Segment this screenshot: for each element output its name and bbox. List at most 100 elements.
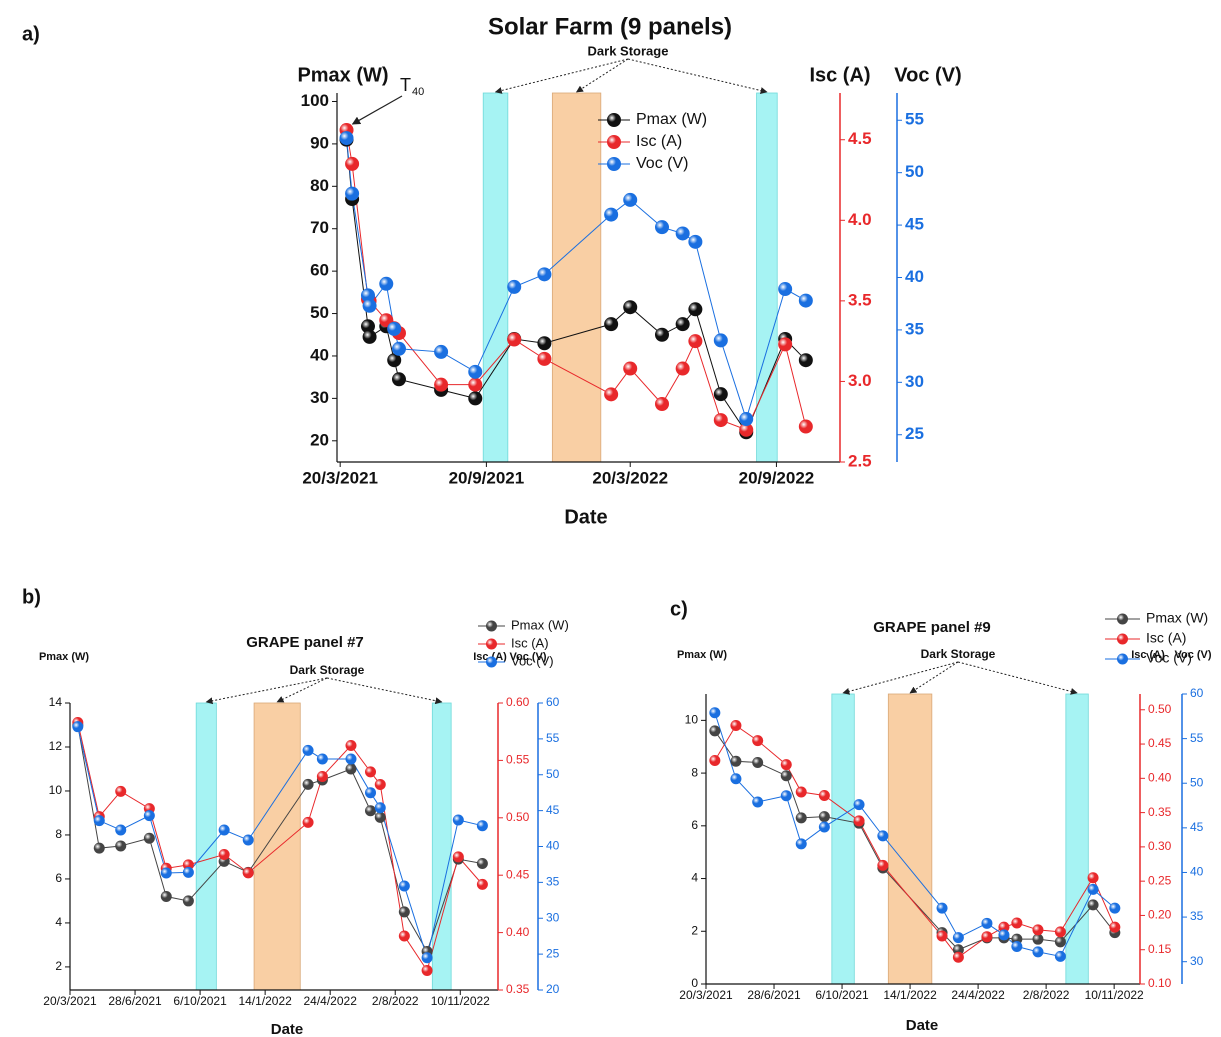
dark-storage-region xyxy=(551,92,602,463)
data-point xyxy=(1087,872,1099,884)
y3-axis-title: Voc (V) xyxy=(1174,649,1211,661)
data-point xyxy=(1054,936,1066,948)
data-point xyxy=(345,156,360,171)
legend-marker xyxy=(1117,613,1128,625)
y-tick-label: 40 xyxy=(310,345,329,364)
data-point xyxy=(730,720,742,732)
data-point xyxy=(952,951,964,963)
chart-title: GRAPE panel #7 xyxy=(246,634,364,651)
legend-marker xyxy=(1117,633,1128,645)
data-point xyxy=(798,293,813,308)
legend-label: Pmax (W) xyxy=(511,617,569,632)
data-point xyxy=(752,796,764,808)
data-point xyxy=(952,932,964,944)
data-point xyxy=(655,327,670,342)
y2-tick-label: 0.45 xyxy=(1148,736,1172,750)
data-point xyxy=(853,799,865,811)
y-tick-label: 2 xyxy=(55,959,62,973)
legend-label: Voc (V) xyxy=(511,653,554,668)
legend-marker xyxy=(1117,653,1128,665)
y-tick-label: 14 xyxy=(49,695,63,709)
data-point xyxy=(1011,941,1023,953)
y2-tick-label: 0.45 xyxy=(506,867,530,881)
data-point xyxy=(1032,924,1044,936)
data-point xyxy=(345,739,357,751)
y2-tick-label: 0.40 xyxy=(506,925,530,939)
y-tick-label: 6 xyxy=(55,871,62,885)
y2-tick-label: 0.60 xyxy=(506,695,530,709)
dark-storage-region xyxy=(1065,693,1089,985)
x-tick-label: 2/8/2022 xyxy=(372,994,419,1008)
data-point xyxy=(115,785,127,797)
y2-tick-label: 0.50 xyxy=(1148,702,1172,716)
data-point xyxy=(160,867,172,879)
data-point xyxy=(115,824,127,836)
data-point xyxy=(360,288,375,303)
y3-tick-label: 55 xyxy=(905,110,924,129)
y-tick-label: 0 xyxy=(691,976,698,990)
data-point xyxy=(143,832,155,844)
data-point xyxy=(434,344,449,359)
annotation: Dark Storage xyxy=(290,663,365,677)
legend-marker xyxy=(486,620,497,632)
data-point xyxy=(507,279,522,294)
panel-label: a) xyxy=(22,23,40,45)
y2-tick-label: 2.5 xyxy=(848,451,872,470)
data-point xyxy=(345,753,357,765)
data-point xyxy=(398,906,410,918)
dark-storage-region xyxy=(887,693,933,985)
data-point xyxy=(675,226,690,241)
x-axis-title: Date xyxy=(564,506,607,528)
y2-tick-label: 4.5 xyxy=(848,129,872,148)
data-point xyxy=(182,866,194,878)
data-point xyxy=(780,770,792,782)
data-point xyxy=(115,840,127,852)
y3-tick-label: 45 xyxy=(1190,820,1204,834)
data-point xyxy=(398,930,410,942)
data-point xyxy=(780,790,792,802)
data-point xyxy=(655,396,670,411)
data-point xyxy=(72,721,84,733)
x-tick-label: 6/10/2021 xyxy=(815,988,869,1002)
data-point xyxy=(713,413,728,428)
data-point xyxy=(374,811,386,823)
legend-label: Pmax (W) xyxy=(636,111,707,128)
y3-tick-label: 25 xyxy=(546,946,560,960)
data-point xyxy=(360,319,375,334)
data-point xyxy=(688,302,703,317)
data-point xyxy=(730,755,742,767)
annotation-arrow xyxy=(575,58,629,93)
legend-marker xyxy=(607,157,621,171)
data-point xyxy=(345,763,357,775)
y-tick-label: 70 xyxy=(310,218,329,237)
x-tick-label: 20/9/2022 xyxy=(739,468,815,487)
data-point xyxy=(688,234,703,249)
data-point xyxy=(981,931,993,943)
data-point xyxy=(853,815,865,827)
x-tick-label: 2/8/2022 xyxy=(1023,988,1070,1002)
y-axis-title: Pmax (W) xyxy=(39,651,89,663)
y-tick-label: 4 xyxy=(691,871,698,885)
chart-panel: b) GRAPE panel #7 Pmax (W) Isc (A) Voc (V) Da… xyxy=(22,586,569,1037)
data-point xyxy=(1054,950,1066,962)
y3-tick-label: 25 xyxy=(905,424,924,443)
data-point xyxy=(952,944,964,956)
annotation-arrow xyxy=(205,677,328,705)
data-point xyxy=(143,810,155,822)
data-point xyxy=(421,964,433,976)
y3-tick-label: 40 xyxy=(905,267,924,286)
data-point xyxy=(752,735,764,747)
annotation-arrow xyxy=(326,677,443,705)
y-tick-label: 6 xyxy=(691,818,698,832)
data-point xyxy=(339,131,354,146)
data-point xyxy=(316,753,328,765)
legend-label: Isc (A) xyxy=(511,635,549,650)
y2-tick-label: 3.5 xyxy=(848,290,872,309)
data-point xyxy=(507,332,522,347)
legend-marker xyxy=(486,656,497,668)
y2-axis-title: Isc (A) xyxy=(1131,649,1165,661)
y3-tick-label: 50 xyxy=(905,162,924,181)
x-tick-label: 24/4/2022 xyxy=(303,994,357,1008)
y2-tick-label: 0.25 xyxy=(1148,873,1172,887)
data-point xyxy=(365,805,377,817)
